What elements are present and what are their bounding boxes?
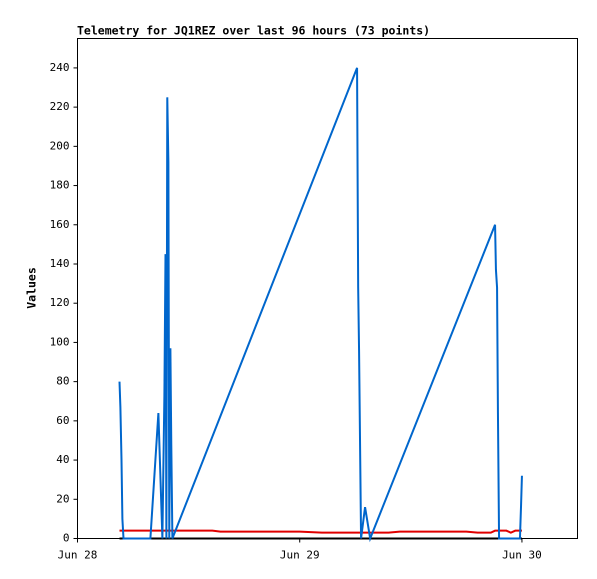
x-tick-label: Jun 30 <box>502 549 542 562</box>
y-axis-label: Values <box>25 267 39 309</box>
y-tick-label: 120 <box>50 296 70 309</box>
y-tick-label: 200 <box>50 139 70 152</box>
chart-title: Telemetry for JQ1REZ over last 96 hours … <box>77 24 430 38</box>
y-tick-label: 240 <box>50 61 70 74</box>
y-tick-label: 220 <box>50 100 70 113</box>
series-line <box>118 67 523 543</box>
series-line <box>119 529 522 534</box>
y-tick-label: 60 <box>56 414 69 427</box>
y-tick-label: 160 <box>50 218 70 231</box>
x-tick-label: Jun 28 <box>58 549 98 562</box>
y-tick-label: 0 <box>63 532 70 545</box>
y-tick-label: 80 <box>56 375 69 388</box>
y-tick-label: 180 <box>50 179 70 192</box>
y-tick-label: 140 <box>50 257 70 270</box>
y-tick-label: 40 <box>56 453 69 466</box>
plot-frame <box>77 38 578 539</box>
x-tick-label: Jun 29 <box>280 549 320 562</box>
y-tick-label: 100 <box>50 335 70 348</box>
y-tick-label: 20 <box>56 492 69 505</box>
